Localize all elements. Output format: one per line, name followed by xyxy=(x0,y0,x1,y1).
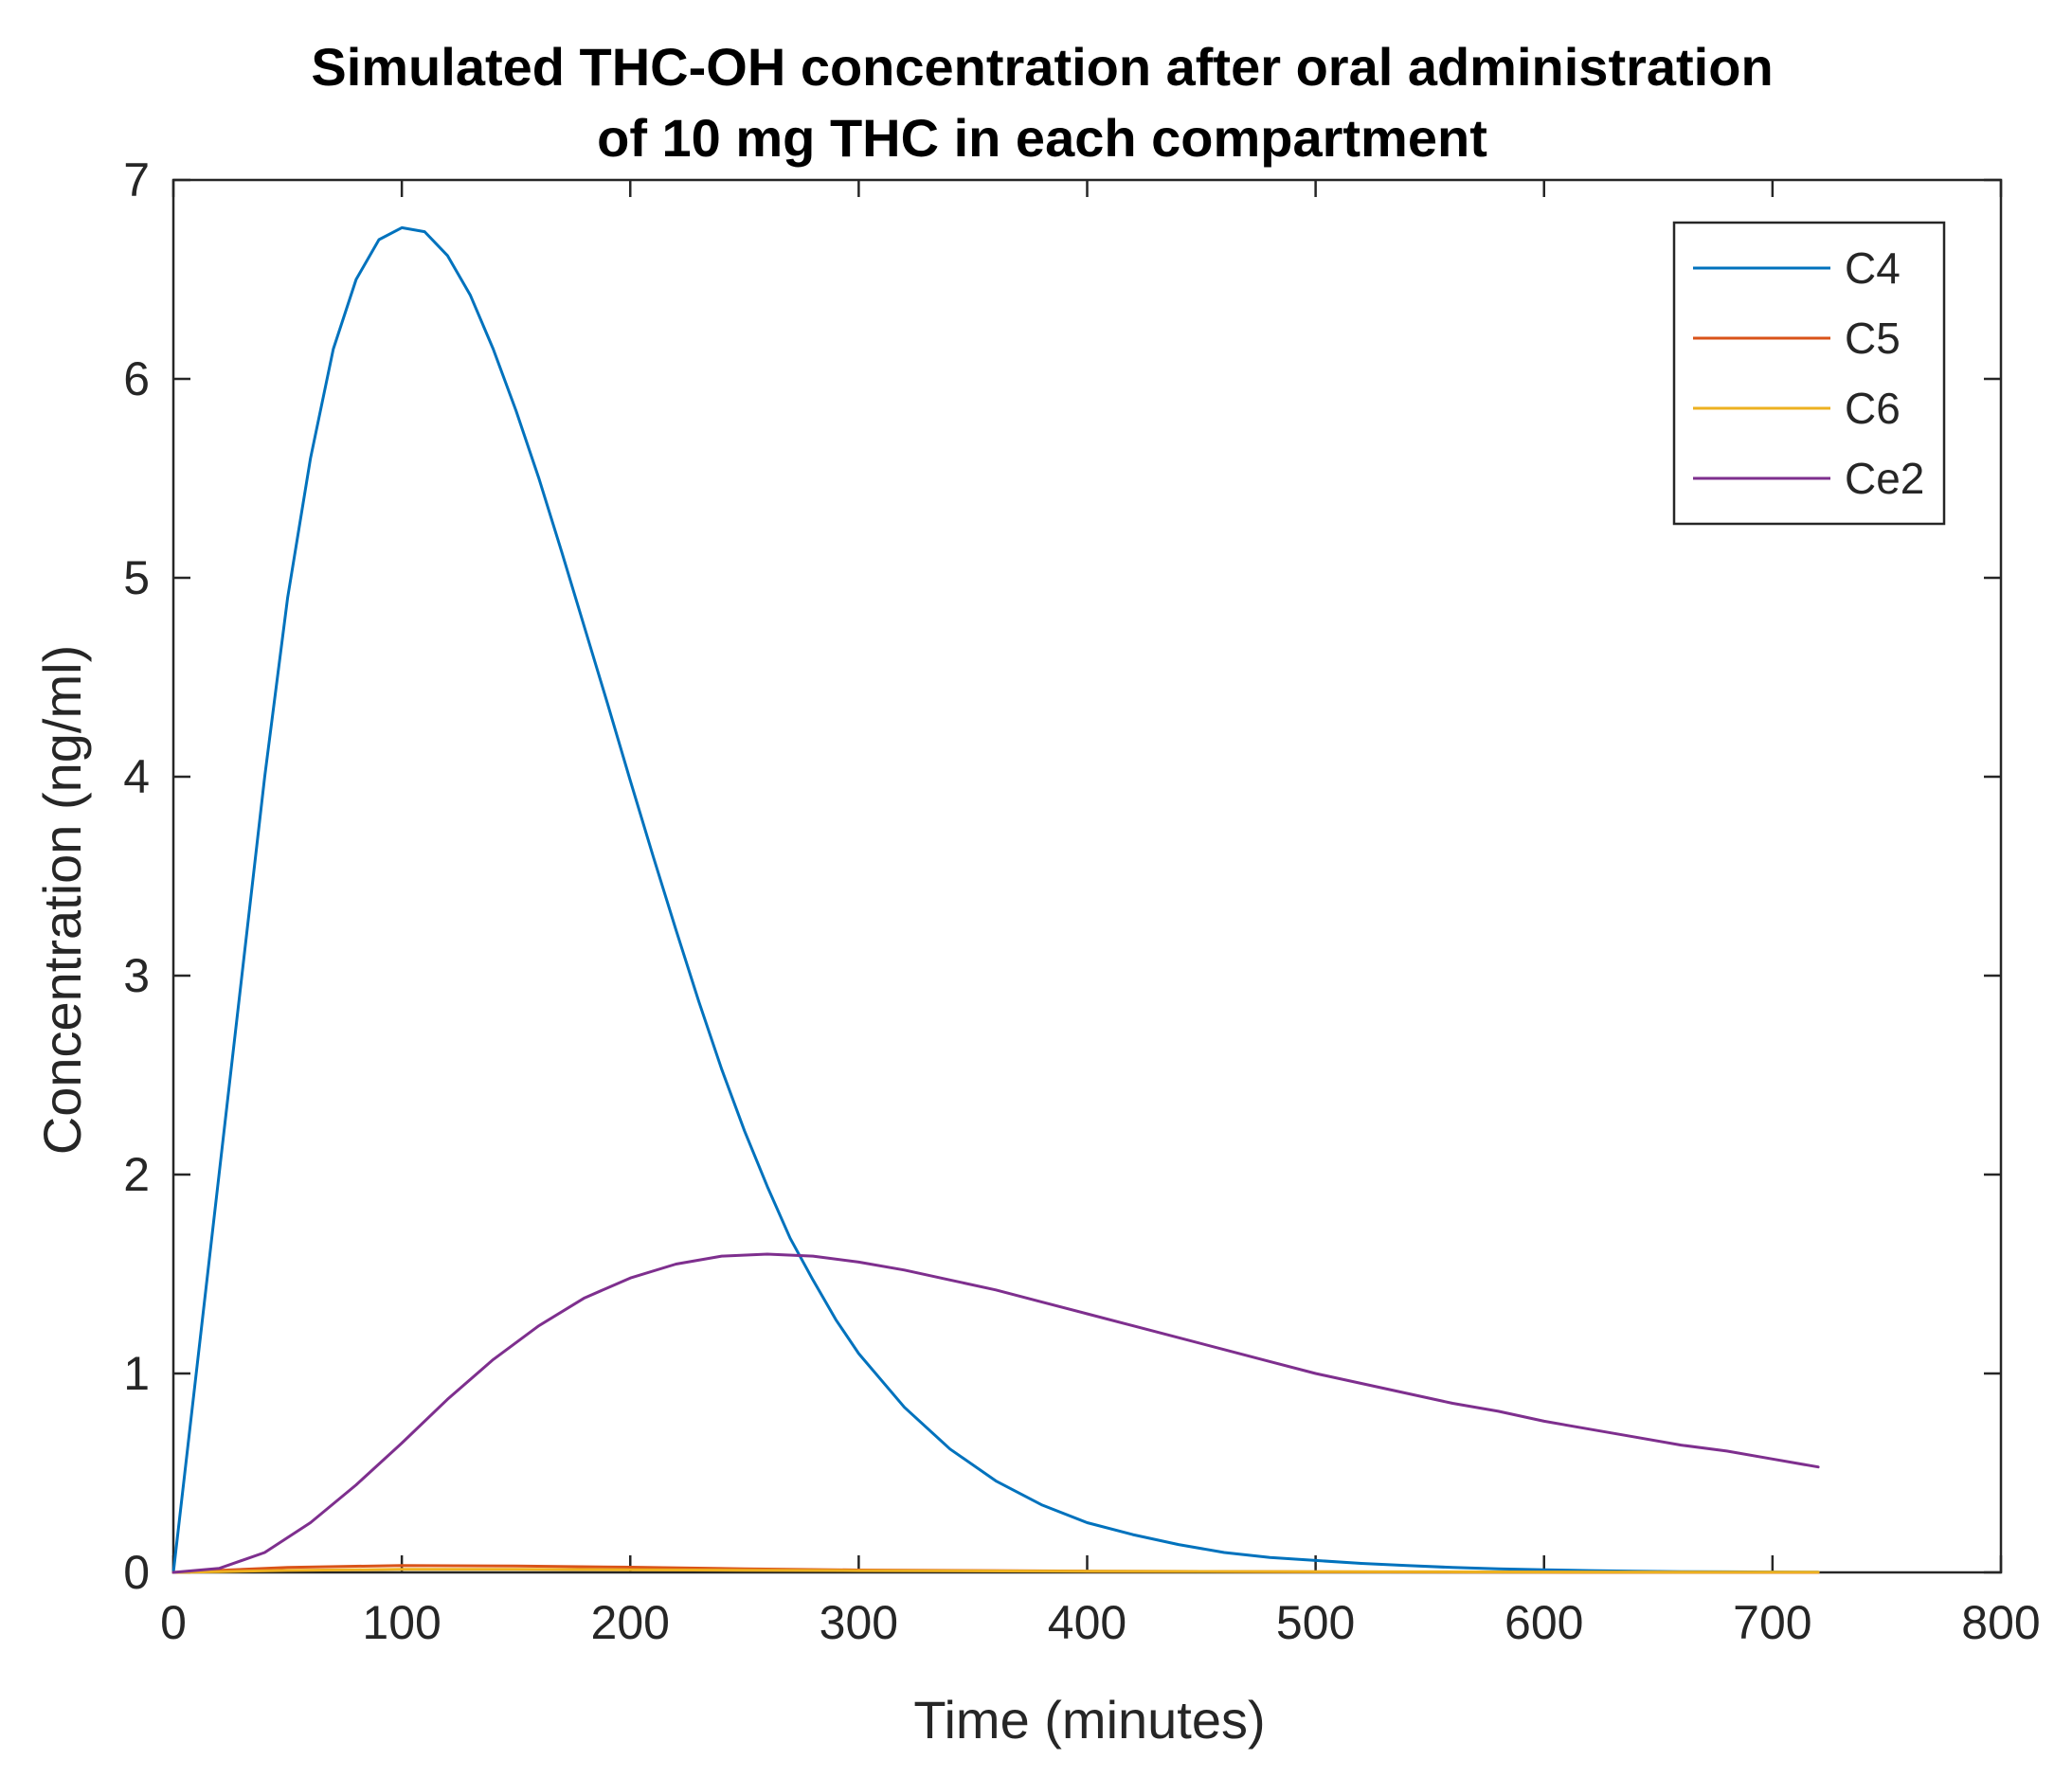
y-tick-label: 4 xyxy=(123,750,150,803)
x-tick-label: 500 xyxy=(1276,1596,1355,1649)
legend-label-c4: C4 xyxy=(1845,243,1901,293)
x-tick-label: 200 xyxy=(591,1596,670,1649)
x-tick-label: 700 xyxy=(1733,1596,1811,1649)
legend-label-c6: C6 xyxy=(1845,384,1901,433)
y-tick-label: 3 xyxy=(123,949,150,1002)
x-axis-label: Time (minutes) xyxy=(913,1690,1265,1750)
x-tick-label: 600 xyxy=(1504,1596,1583,1649)
x-tick-label: 100 xyxy=(362,1596,441,1649)
y-tick-label: 7 xyxy=(123,153,150,206)
legend-label-c5: C5 xyxy=(1845,314,1901,363)
y-tick-label: 1 xyxy=(123,1347,150,1400)
y-tick-label: 6 xyxy=(123,352,150,405)
series-line-ce2 xyxy=(171,1252,1820,1574)
chart-title-line-2: of 10 mg THC in each compartment xyxy=(597,108,1487,168)
series-line-c6 xyxy=(171,1568,1820,1574)
y-tick-label: 0 xyxy=(123,1546,150,1599)
x-tick-label: 400 xyxy=(1048,1596,1126,1649)
x-tick-label: 800 xyxy=(1961,1596,2040,1649)
x-tick-label: 0 xyxy=(160,1596,187,1649)
x-tick-label: 300 xyxy=(820,1596,898,1649)
y-tick-label: 2 xyxy=(123,1148,150,1201)
series-line-c4 xyxy=(171,225,1820,1574)
legend-label-ce2: Ce2 xyxy=(1845,454,1924,503)
plot-area: 0 100 200 300 400 500 600 700 800 0 1 2 3 4 5 6 7 C4 C5 C6 C… xyxy=(123,153,2041,1649)
chart-title-line-1: Simulated THC-OH concentration after ora… xyxy=(311,37,1773,97)
y-axis-label: Concentration (ng/ml) xyxy=(32,645,92,1155)
legend-box xyxy=(1672,221,1946,526)
y-tick-label: 5 xyxy=(123,551,150,604)
